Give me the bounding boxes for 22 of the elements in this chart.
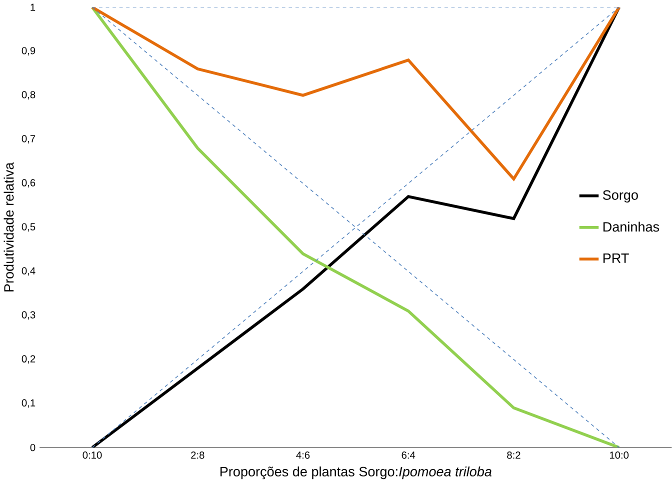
- y-tick-label: 0,2: [22, 355, 36, 364]
- x-tick-label: 4:6: [296, 452, 310, 459]
- y-tick-label: 0,6: [22, 179, 36, 188]
- y-tick-label: 0: [30, 444, 36, 452]
- y-axis-title: Produtividade relativa: [4, 162, 14, 292]
- y-tick-label: 0,9: [22, 47, 36, 56]
- y-tick-label: 0,1: [22, 399, 36, 408]
- legend-label: PRT: [603, 254, 629, 263]
- y-tick-label: 0,7: [22, 135, 36, 144]
- y-tick-label: 1: [30, 4, 36, 11]
- x-axis-title: Proporções de plantas Sorgo:Ipomoea triloba: [220, 466, 492, 480]
- x-tick-label: 6:4: [402, 452, 416, 459]
- legend-label: Daninhas: [603, 222, 660, 232]
- legend-label: Sorgo: [602, 190, 638, 203]
- y-tick-label: 0,5: [22, 223, 36, 232]
- x-tick-label: 0:10: [82, 452, 102, 459]
- x-tick-label: 8:2: [507, 452, 520, 459]
- y-tick-label: 0,4: [22, 267, 36, 276]
- y-tick-label: 0,8: [22, 91, 36, 100]
- y-tick-label: 0,3: [22, 311, 36, 320]
- x-tick-label: 10:0: [610, 452, 629, 459]
- x-tick-label: 2:8: [191, 452, 204, 459]
